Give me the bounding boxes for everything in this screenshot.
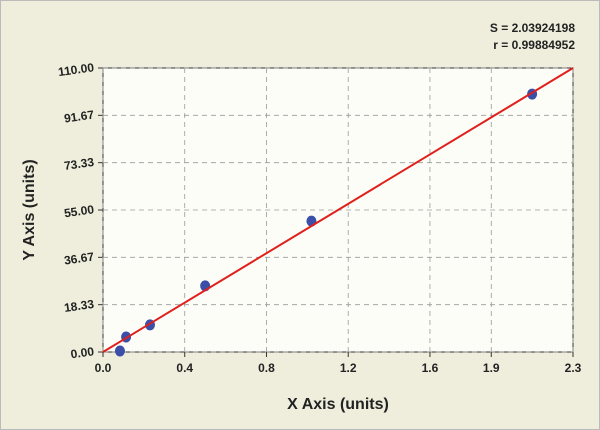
x-tick-label: 0.0: [95, 361, 112, 375]
y-tick-label: 55.00: [63, 202, 95, 220]
y-tick-label: 110.00: [57, 60, 95, 79]
x-tick-label: 1.2: [340, 361, 357, 375]
y-axis-title: Y Axis (units): [21, 159, 38, 260]
x-tick-label: 1.6: [422, 361, 439, 375]
y-tick-label: 91.67: [63, 108, 95, 126]
data-point: [114, 345, 125, 357]
x-axis-title: X Axis (units): [287, 396, 389, 413]
annotation: S = 2.03924198: [490, 21, 575, 35]
y-tick-label: 73.33: [63, 155, 95, 173]
y-tick-label: 0.00: [70, 344, 95, 361]
x-tick-label: 0.4: [176, 361, 193, 375]
x-tick-label: 1.9: [483, 361, 500, 375]
x-tick-label: 2.3: [565, 361, 582, 375]
annotation: r = 0.99884952: [493, 38, 575, 52]
fit-line: [102, 67, 574, 353]
y-tick-label: 36.67: [63, 250, 95, 268]
y-tick-label: 18.33: [63, 297, 95, 315]
x-tick-label: 0.8: [258, 361, 275, 375]
